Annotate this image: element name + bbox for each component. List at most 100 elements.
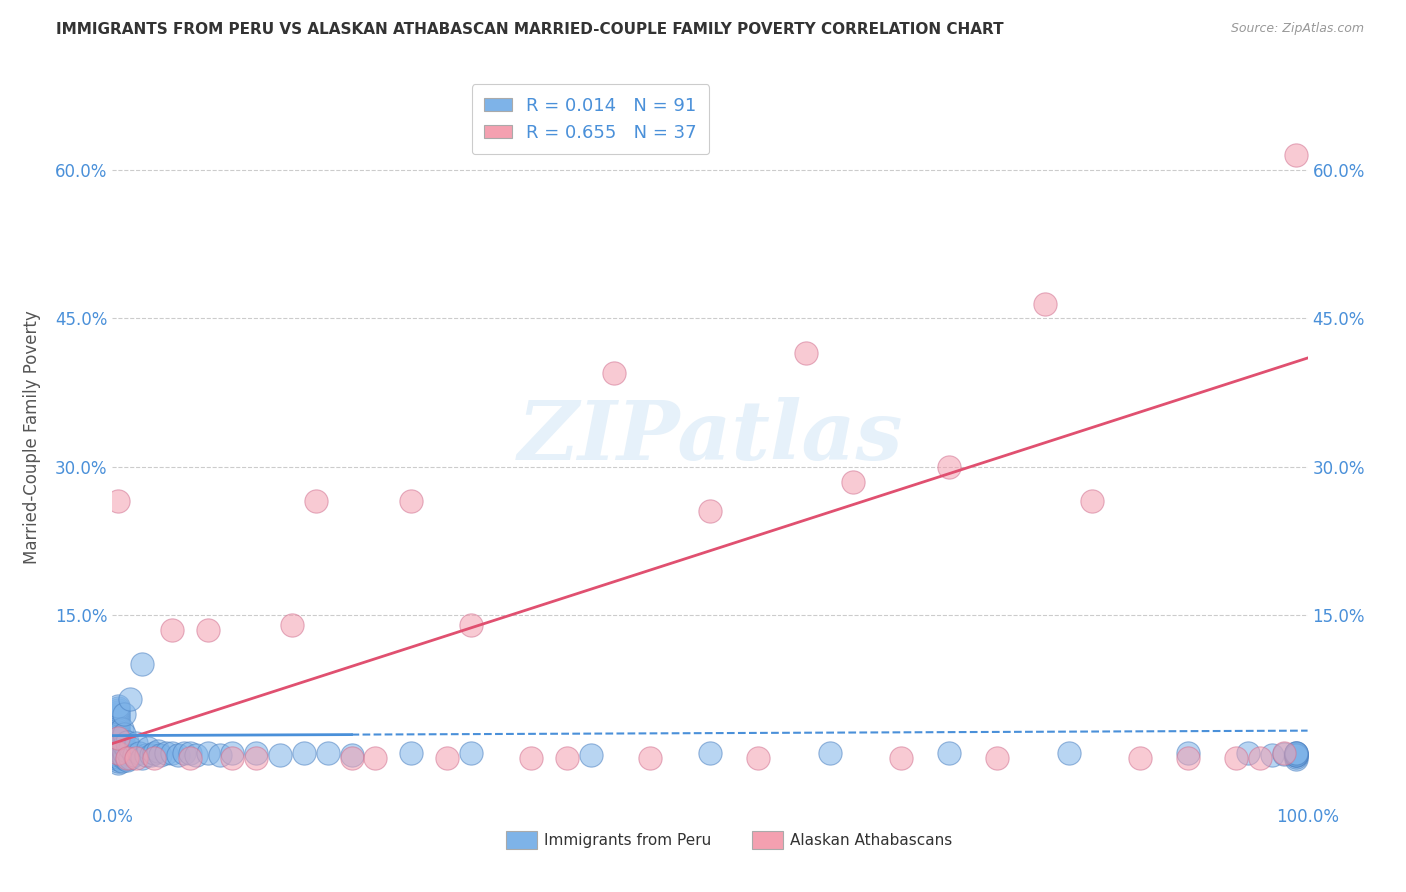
Point (107, 703, 129, 717)
Point (131, 751, 153, 765)
Point (1081, 494, 1104, 508)
Point (818, 747, 841, 761)
Point (107, 739, 129, 753)
Point (401, 494, 423, 508)
Point (111, 722, 134, 736)
Point (115, 734, 138, 748)
Point (107, 731, 129, 745)
Point (107, 750, 129, 764)
Point (747, 751, 769, 765)
Point (1177, 751, 1199, 765)
Point (111, 741, 134, 756)
Point (107, 729, 129, 743)
Point (197, 623, 219, 637)
Point (1177, 747, 1199, 761)
Point (699, 747, 721, 761)
Point (115, 744, 138, 758)
Point (1285, 748, 1308, 763)
Point (209, 748, 232, 763)
Point (107, 756, 129, 771)
Point (107, 747, 129, 761)
Point (1285, 752, 1308, 766)
Point (107, 723, 129, 737)
Point (603, 366, 626, 380)
Point (120, 692, 142, 706)
Point (1285, 747, 1308, 761)
Point (1285, 748, 1308, 763)
Point (221, 751, 243, 765)
Point (1285, 747, 1308, 762)
Point (340, 751, 363, 765)
Point (579, 748, 602, 763)
Point (890, 751, 912, 765)
Point (114, 751, 135, 765)
Point (305, 494, 328, 508)
Point (1057, 747, 1080, 761)
Point (162, 747, 183, 761)
Point (640, 751, 662, 765)
Point (107, 732, 129, 747)
Point (1249, 751, 1271, 765)
Point (1129, 751, 1152, 765)
Point (125, 751, 148, 765)
Point (401, 747, 423, 761)
Point (107, 698, 129, 713)
Point (1285, 747, 1308, 761)
Point (269, 748, 291, 763)
Point (146, 744, 169, 758)
Point (1285, 748, 1308, 763)
Point (139, 748, 162, 763)
Point (986, 751, 1008, 765)
Point (111, 748, 134, 763)
Point (107, 711, 129, 725)
Point (245, 747, 267, 761)
Point (221, 747, 243, 761)
Point (167, 748, 190, 763)
Text: Alaskan Athabascans: Alaskan Athabascans (790, 833, 952, 847)
Point (1261, 748, 1284, 763)
Point (842, 475, 865, 489)
Point (699, 504, 721, 518)
Point (107, 742, 129, 756)
Point (114, 747, 135, 761)
Point (107, 705, 129, 719)
Point (107, 721, 129, 735)
Text: IMMIGRANTS FROM PERU VS ALASKAN ATHABASCAN MARRIED-COUPLE FAMILY POVERTY CORRELA: IMMIGRANTS FROM PERU VS ALASKAN ATHABASC… (56, 22, 1004, 37)
Point (197, 747, 219, 761)
Point (149, 748, 172, 763)
Point (155, 747, 177, 761)
Point (135, 748, 157, 763)
Point (340, 748, 363, 763)
Point (138, 741, 160, 756)
Point (107, 719, 129, 733)
Point (107, 737, 129, 751)
Point (1285, 148, 1308, 162)
Text: Source: ZipAtlas.com: Source: ZipAtlas.com (1230, 22, 1364, 36)
Point (115, 753, 138, 767)
Point (122, 748, 145, 763)
Legend: R = 0.014   N = 91, R = 0.655   N = 37: R = 0.014 N = 91, R = 0.655 N = 37 (472, 84, 709, 154)
Point (107, 734, 129, 748)
Point (555, 751, 578, 765)
Point (107, 706, 129, 721)
Point (143, 747, 166, 761)
Point (115, 751, 138, 765)
Point (460, 747, 482, 761)
Point (107, 713, 129, 727)
Point (316, 747, 339, 761)
Point (131, 657, 153, 672)
Text: ZIPatlas: ZIPatlas (517, 397, 903, 477)
Point (120, 751, 142, 765)
Point (292, 747, 315, 761)
Point (520, 751, 543, 765)
Point (114, 739, 135, 753)
Point (1272, 747, 1295, 761)
Point (107, 740, 129, 755)
Point (107, 716, 129, 731)
Point (107, 726, 129, 740)
Point (120, 741, 142, 756)
Point (179, 751, 201, 765)
Point (114, 706, 135, 721)
Point (179, 747, 201, 761)
Point (107, 714, 129, 729)
